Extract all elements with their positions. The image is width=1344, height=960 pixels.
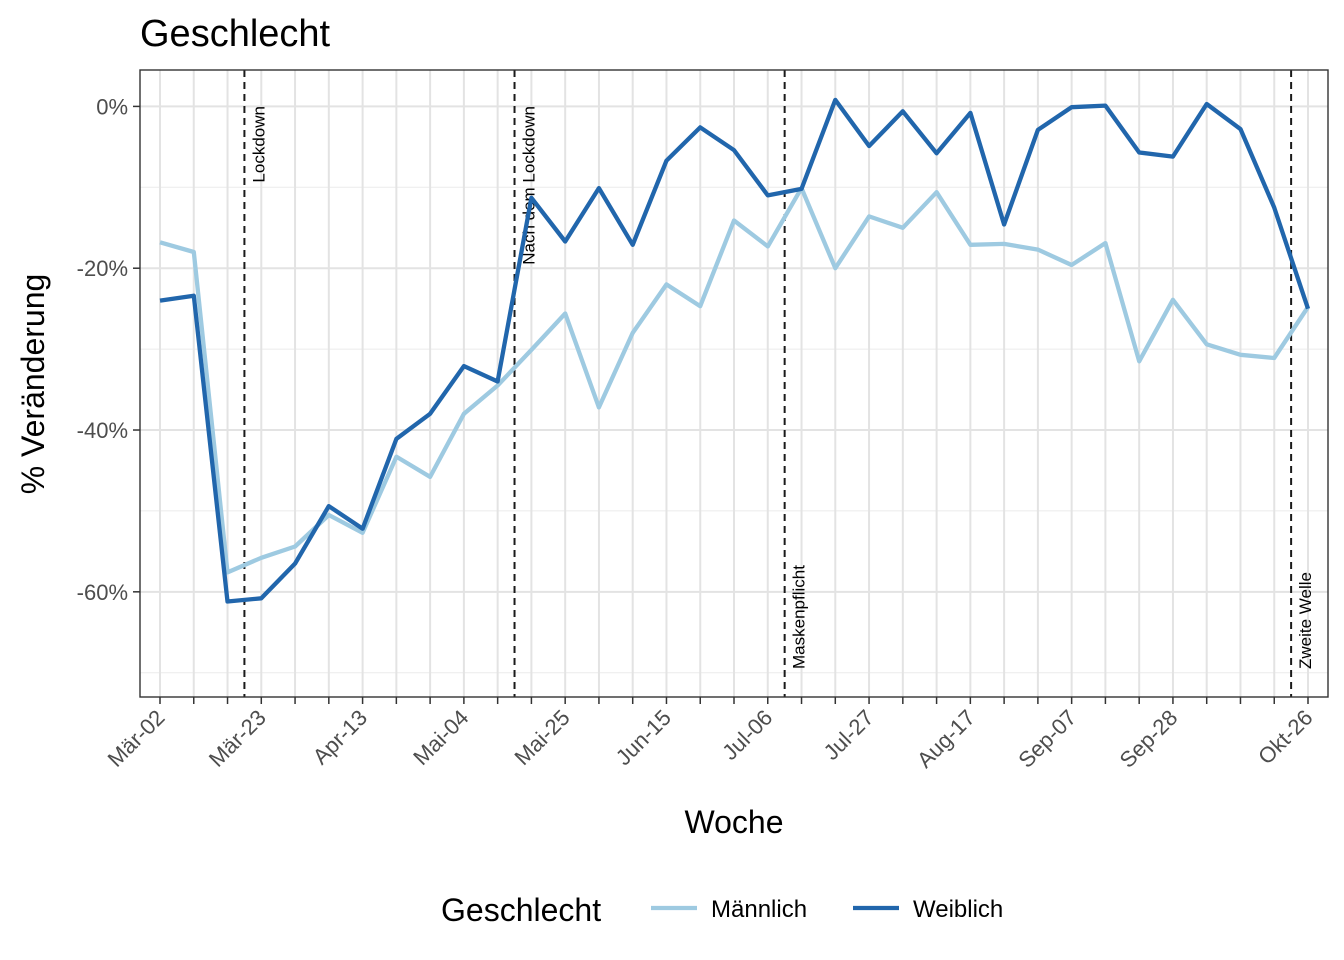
x-tick-label: Sep-28 [1115,705,1183,773]
legend-title: Geschlecht [441,892,601,928]
event-label: Zweite Welle [1296,572,1315,669]
x-tick-label: Mai-25 [509,705,574,770]
x-tick-label: Mai-04 [408,705,473,770]
y-axis-title: % Veränderung [15,274,51,495]
x-tick-label: Jun-15 [611,705,676,770]
x-tick-label: Apr-13 [308,705,372,769]
event-label: Lockdown [249,106,268,183]
x-tick-label: Aug-17 [912,705,980,773]
chart-title: Geschlecht [140,13,331,55]
y-tick-label: 0% [96,94,128,119]
series-line-weiblich [159,97,1311,604]
series-lines [159,97,1311,604]
series-line-männlich [159,185,1310,575]
x-tick-label: Sep-07 [1013,705,1081,773]
legend: Geschlecht Männlich Weiblich [441,892,1003,928]
x-axis: Mär-02 Mär-23 Apr-13 Mai-04 Mai-25 Jun-15 Jul-… [103,697,1318,773]
x-tick-label: Jul-06 [717,705,777,765]
y-tick-label: -20% [77,256,128,281]
y-axis: 0% -20% -40% -60% [77,94,140,605]
legend-label-weiblich: Weiblich [913,896,1003,923]
x-tick-label: Mär-23 [204,705,271,772]
y-tick-label: -40% [77,418,128,443]
y-tick-label: -60% [77,580,128,605]
event-label: Maskenpflicht [790,565,809,669]
legend-label-männlich: Männlich [711,896,807,923]
x-tick-label: Mär-02 [103,705,170,772]
x-tick-label: Okt-26 [1253,705,1317,769]
x-tick-label: Jul-27 [819,705,879,765]
x-axis-title: Woche [684,804,783,840]
